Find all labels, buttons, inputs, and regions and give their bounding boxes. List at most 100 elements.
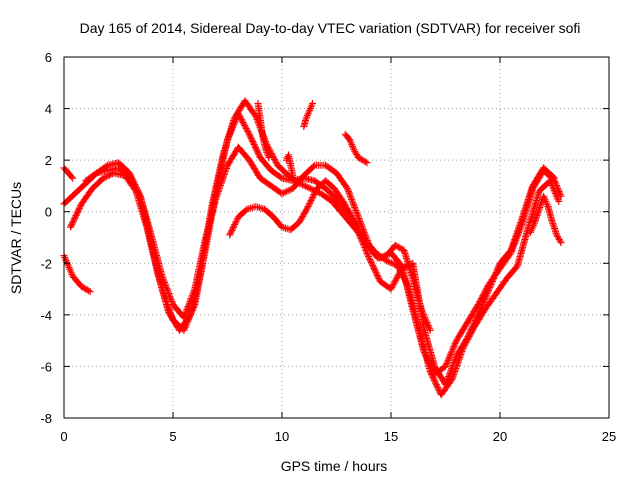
data-point-fill xyxy=(69,219,77,227)
data-point-fill xyxy=(309,194,317,202)
data-point-fill xyxy=(398,271,406,279)
data-point-fill xyxy=(421,314,429,322)
x-tick-label: 20 xyxy=(493,429,507,444)
data-point-fill xyxy=(549,173,557,181)
data-point-fill xyxy=(397,268,405,276)
grid-layer xyxy=(64,57,609,418)
data-point-fill xyxy=(281,188,289,196)
data-point xyxy=(245,130,253,138)
data-point-fill xyxy=(357,219,365,227)
data-point-fill xyxy=(484,288,492,296)
data-point-fill xyxy=(392,276,400,284)
data-point xyxy=(394,262,402,270)
data-point-fill xyxy=(461,340,469,348)
data-point-fill xyxy=(263,150,271,158)
data-point xyxy=(363,159,371,167)
data-point xyxy=(306,185,314,193)
data-point-fill xyxy=(541,196,549,204)
data-point-fill xyxy=(74,207,82,215)
data-point-fill xyxy=(373,270,381,278)
data-point-fill xyxy=(71,214,79,222)
data-point-fill xyxy=(447,377,455,385)
data-point-fill xyxy=(233,216,241,224)
data-point-fill xyxy=(352,207,360,215)
data-point-fill xyxy=(283,187,291,195)
series-track-g xyxy=(300,99,317,131)
data-point-fill xyxy=(554,194,562,202)
data-point xyxy=(354,213,362,221)
data-point-fill xyxy=(555,236,563,244)
data-point-fill xyxy=(242,206,250,214)
data-point-fill xyxy=(83,286,91,294)
data-point-fill xyxy=(389,260,397,268)
data-point-fill xyxy=(554,234,562,242)
data-point-fill xyxy=(527,227,535,235)
data-point xyxy=(99,174,107,182)
data-point xyxy=(557,239,565,247)
data-point-fill xyxy=(308,185,316,193)
data-point-fill xyxy=(311,188,319,196)
y-tick-label: 2 xyxy=(45,153,52,168)
data-point xyxy=(426,368,434,376)
data-point-fill xyxy=(466,331,474,339)
data-point xyxy=(354,154,362,162)
data-point-fill xyxy=(271,155,279,163)
data-point xyxy=(527,228,535,236)
data-point xyxy=(69,174,77,182)
data-point-fill xyxy=(303,113,311,121)
data-point-fill xyxy=(230,222,238,230)
data-point-fill xyxy=(484,287,492,295)
data-point-fill xyxy=(80,284,88,292)
data-point xyxy=(343,185,351,193)
data-point-fill xyxy=(299,181,307,189)
data-point-fill xyxy=(91,170,99,178)
data-point-fill xyxy=(547,180,555,188)
data-point xyxy=(365,254,373,262)
y-tick-label: -2 xyxy=(40,256,52,271)
data-point-fill xyxy=(243,126,251,134)
data-point-fill xyxy=(346,192,354,200)
data-point-fill xyxy=(73,210,81,218)
points-layer xyxy=(60,97,565,399)
data-point-fill xyxy=(308,195,316,203)
data-point-fill xyxy=(310,191,318,199)
data-point-fill xyxy=(229,223,237,231)
data-point-fill xyxy=(490,273,498,281)
data-point-fill xyxy=(434,385,442,393)
data-point xyxy=(226,231,234,239)
data-point-fill xyxy=(63,258,71,266)
data-point-fill xyxy=(543,199,551,207)
data-point-fill xyxy=(467,330,475,338)
data-point-fill xyxy=(107,171,115,179)
data-point-fill xyxy=(481,294,489,302)
data-point-fill xyxy=(352,149,360,157)
data-point-fill xyxy=(228,226,236,234)
data-point-fill xyxy=(375,274,383,282)
data-point-fill xyxy=(554,232,562,240)
data-point-fill xyxy=(442,361,450,369)
data-point-fill xyxy=(71,213,79,221)
data-point-fill xyxy=(269,152,277,160)
data-point-fill xyxy=(430,375,438,383)
data-point-fill xyxy=(434,384,442,392)
data-point-fill xyxy=(443,359,451,367)
data-point-fill xyxy=(479,299,487,307)
data-point-fill xyxy=(543,201,551,209)
data-point-fill xyxy=(493,267,501,275)
data-point-fill xyxy=(247,135,255,143)
data-point-fill xyxy=(486,284,494,292)
data-point-fill xyxy=(550,186,558,194)
data-point-fill xyxy=(429,373,437,381)
data-point-fill xyxy=(370,264,378,272)
data-point-fill xyxy=(344,186,352,194)
data-point-fill xyxy=(552,191,560,199)
data-point-fill xyxy=(547,178,555,186)
series-track-i xyxy=(341,130,371,167)
data-point-fill xyxy=(367,257,375,265)
data-point-fill xyxy=(488,277,496,285)
data-point-fill xyxy=(424,320,432,328)
data-point-fill xyxy=(392,275,400,283)
data-point-fill xyxy=(271,157,279,165)
data-point-fill xyxy=(351,205,359,213)
data-point xyxy=(359,156,367,164)
